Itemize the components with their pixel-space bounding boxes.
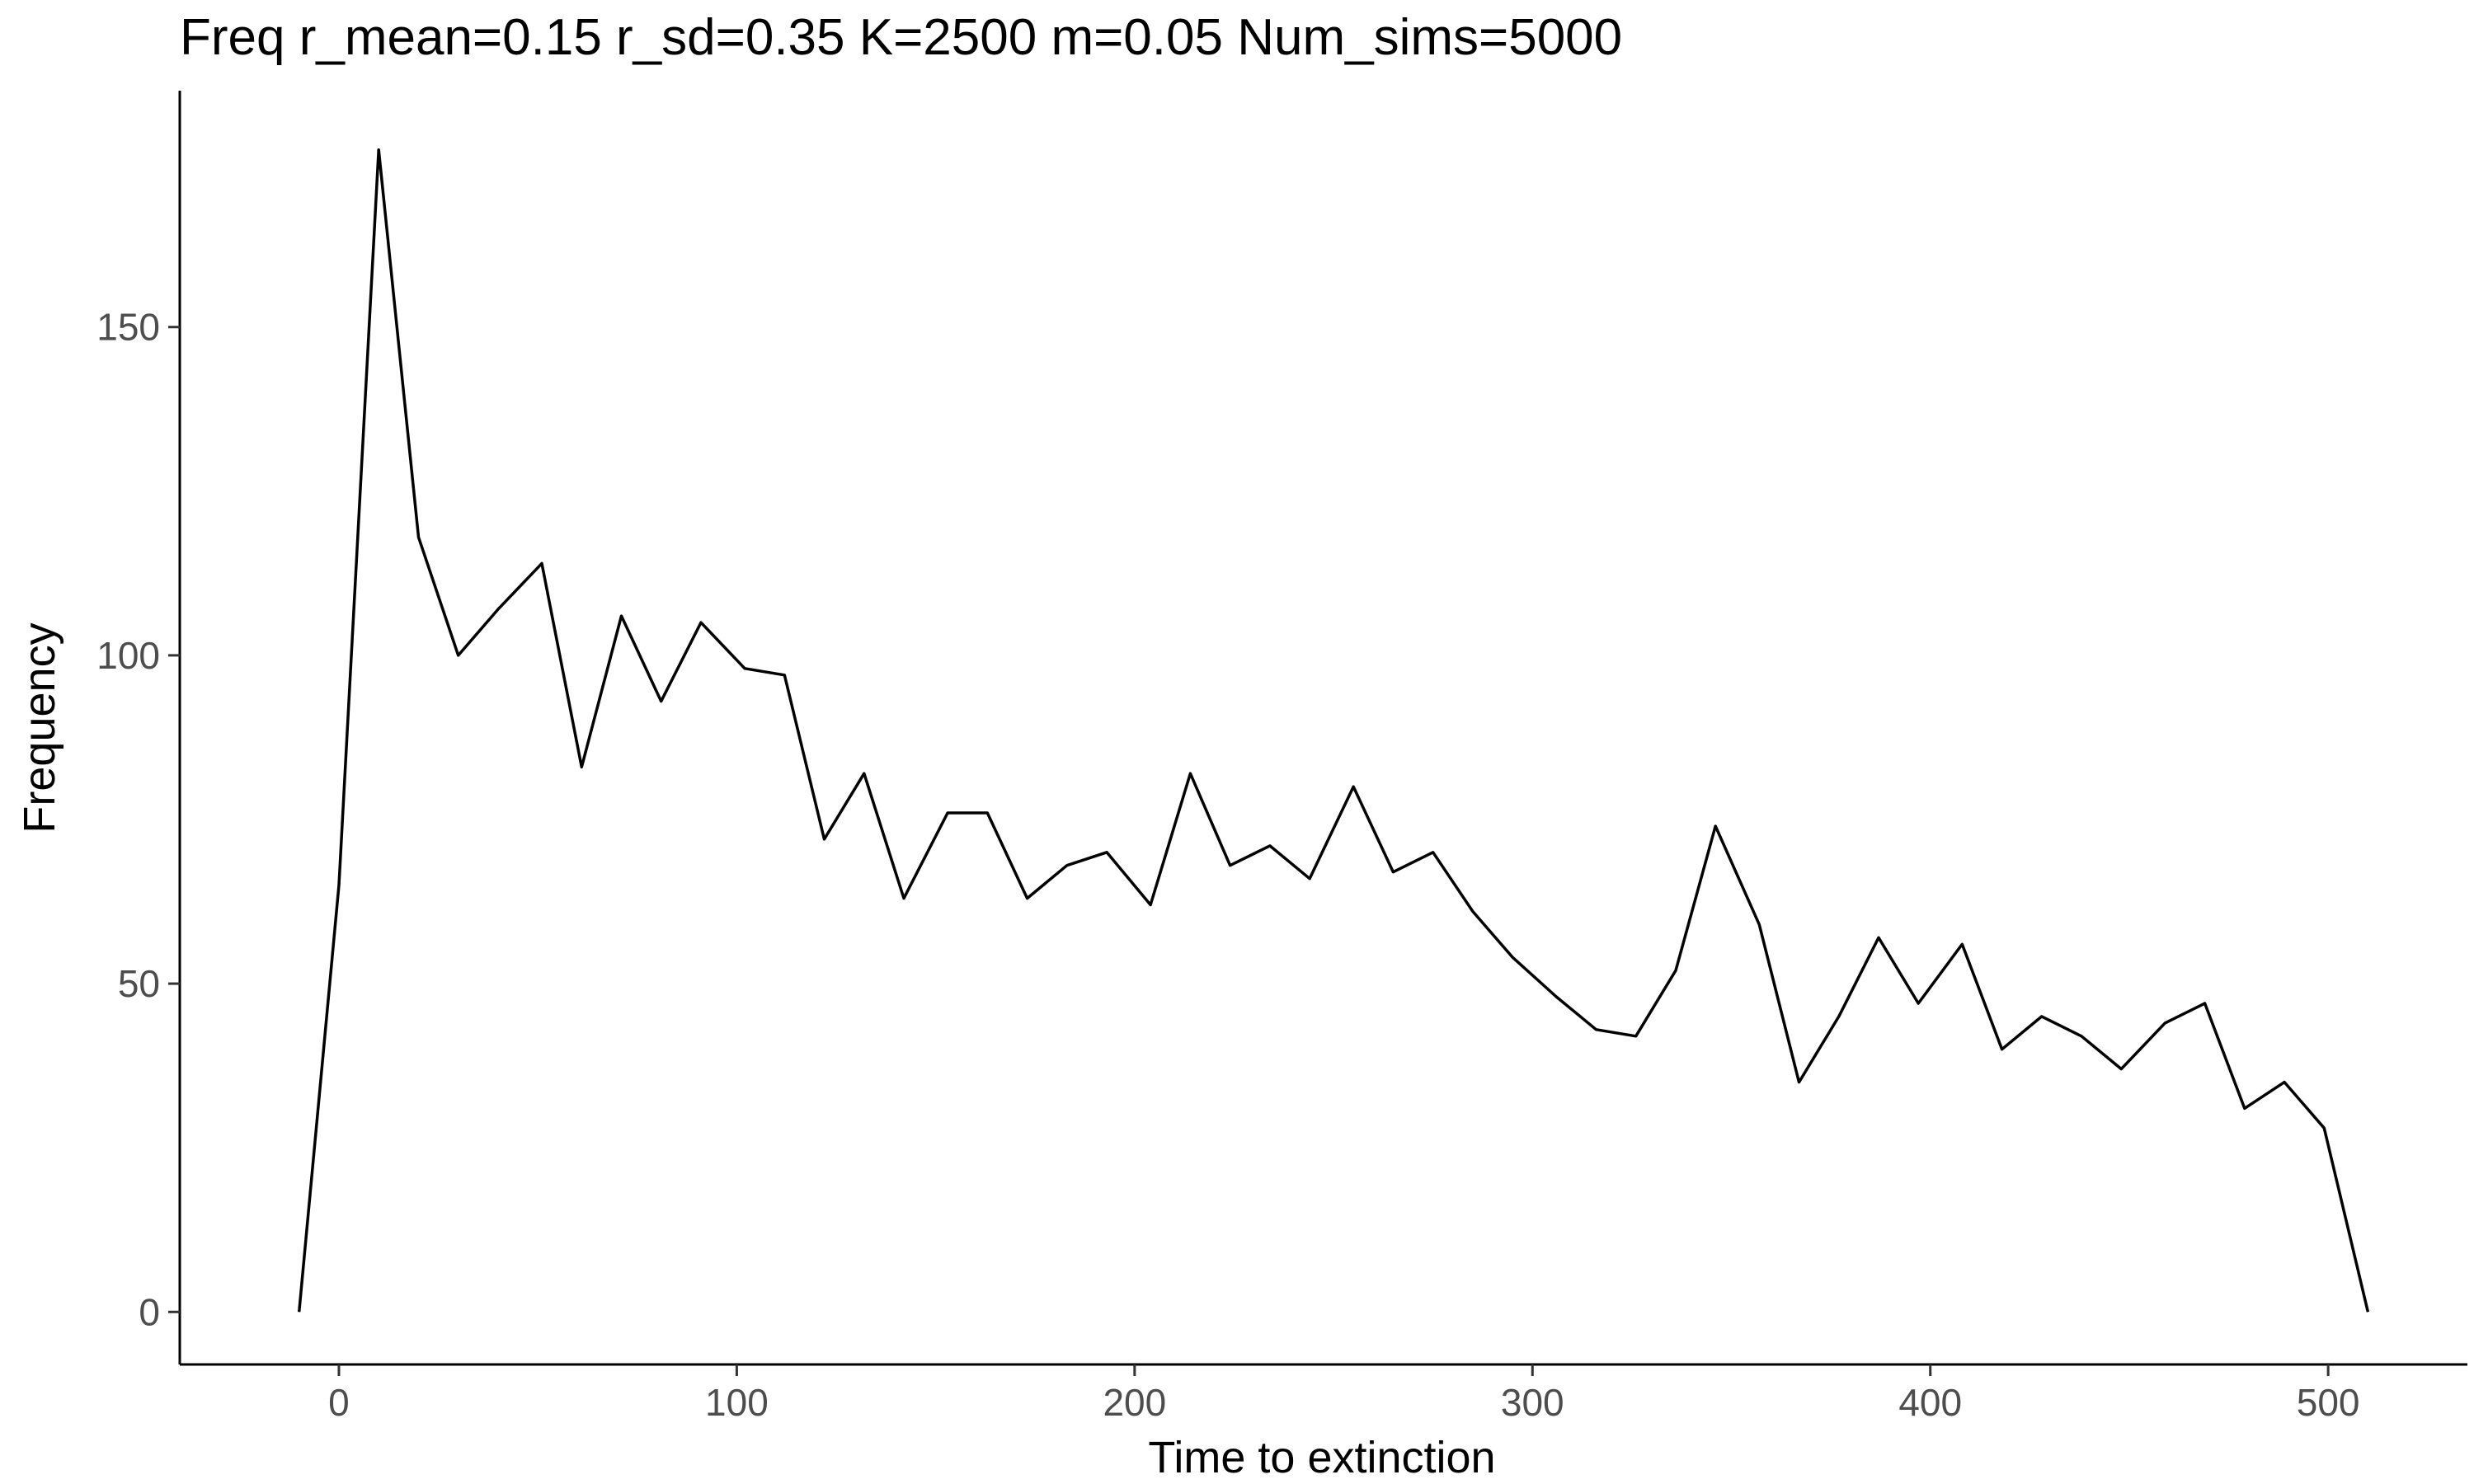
series-line-1 <box>297 148 2370 1313</box>
chart-title: Freq r_mean=0.15 r_sd=0.35 K=2500 m=0.05… <box>180 9 1622 66</box>
y-axis-ticks: 0 50 100 150 <box>96 306 180 1333</box>
series-group <box>297 148 2370 1313</box>
y-tick-label: 50 <box>118 962 160 1005</box>
x-tick-label: 100 <box>705 1381 769 1424</box>
x-tick-label: 500 <box>2297 1381 2360 1424</box>
y-tick-label: 150 <box>96 306 160 349</box>
y-tick-label: 0 <box>139 1290 160 1333</box>
x-tick-label: 300 <box>1501 1381 1564 1424</box>
x-tick-label: 0 <box>328 1381 350 1424</box>
x-tick-label: 200 <box>1103 1381 1166 1424</box>
x-axis-title: Time to extinction <box>1148 1433 1495 1482</box>
y-tick-label: 100 <box>96 634 160 677</box>
x-tick-label: 400 <box>1898 1381 1962 1424</box>
y-axis-title: Frequency <box>15 622 64 833</box>
plot-area: 0 50 100 150 0 100 200 300 400 500 <box>96 91 2467 1424</box>
x-axis-ticks: 0 100 200 300 400 500 <box>328 1364 2360 1424</box>
